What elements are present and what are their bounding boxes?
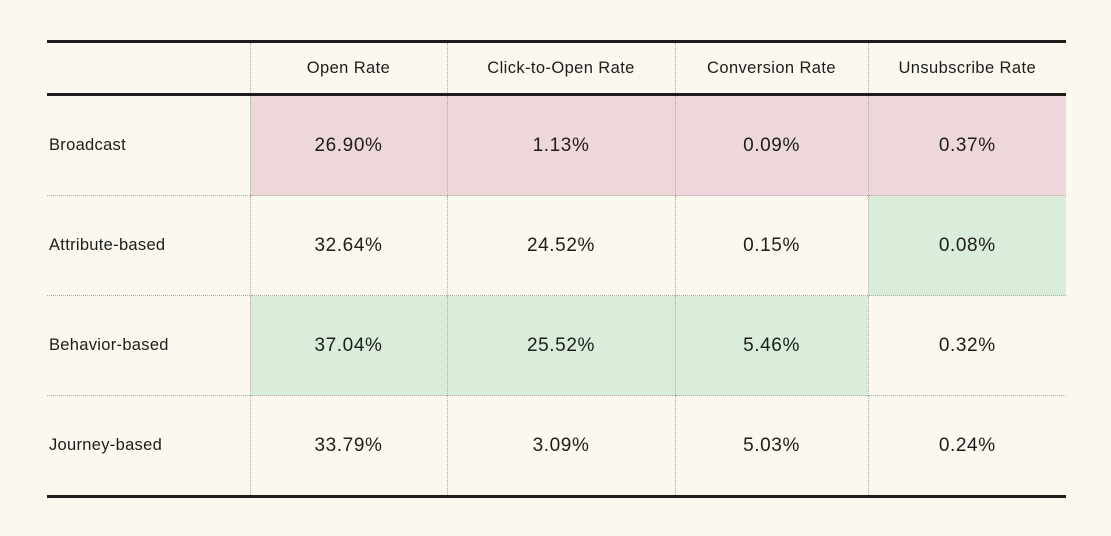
table-row-broadcast: Broadcast 26.90% 1.13% 0.09% 0.37%: [47, 94, 1066, 196]
metric-cell: 37.04%: [249, 295, 447, 396]
metric-cell: 5.03%: [674, 395, 868, 497]
row-label: Broadcast: [49, 136, 126, 154]
email-metrics-table: Open Rate Click-to-Open Rate Conversion …: [47, 40, 1066, 498]
table-row-journey-based: Journey-based 33.79% 3.09% 5.03% 0.24%: [47, 395, 1066, 497]
metric-cell: 33.79%: [249, 395, 447, 497]
metric-cell: 0.37%: [867, 94, 1066, 196]
metric-cell: 24.52%: [446, 195, 675, 296]
table-row-attribute-based: Attribute-based 32.64% 24.52% 0.15% 0.08…: [47, 195, 1066, 296]
column-header-open-rate: Open Rate: [249, 41, 447, 96]
column-header-unsubscribe-rate: Unsubscribe Rate: [867, 41, 1066, 96]
metric-cell: 32.64%: [249, 195, 447, 296]
metric-cell: 25.52%: [446, 295, 675, 396]
metric-cell: 0.32%: [867, 295, 1066, 396]
metric-cell: 5.46%: [674, 295, 868, 396]
metric-cell: 3.09%: [446, 395, 675, 497]
table-row-behavior-based: Behavior-based 37.04% 25.52% 5.46% 0.32%: [47, 295, 1066, 396]
column-header-click-to-open-rate: Click-to-Open Rate: [446, 41, 675, 96]
metric-cell: 1.13%: [446, 94, 675, 196]
row-label: Journey-based: [47, 395, 250, 497]
metric-cell: 0.24%: [867, 395, 1066, 497]
column-header-blank: [47, 41, 250, 96]
metric-cell: 0.09%: [674, 94, 868, 196]
metric-cell: 0.15%: [674, 195, 868, 296]
metric-cell: 26.90%: [249, 94, 447, 196]
metric-cell: 0.08%: [867, 195, 1066, 296]
row-label: Behavior-based: [47, 295, 250, 396]
table-header-row: Open Rate Click-to-Open Rate Conversion …: [47, 41, 1066, 96]
row-label: Attribute-based: [47, 195, 250, 296]
column-header-conversion-rate: Conversion Rate: [674, 41, 868, 96]
